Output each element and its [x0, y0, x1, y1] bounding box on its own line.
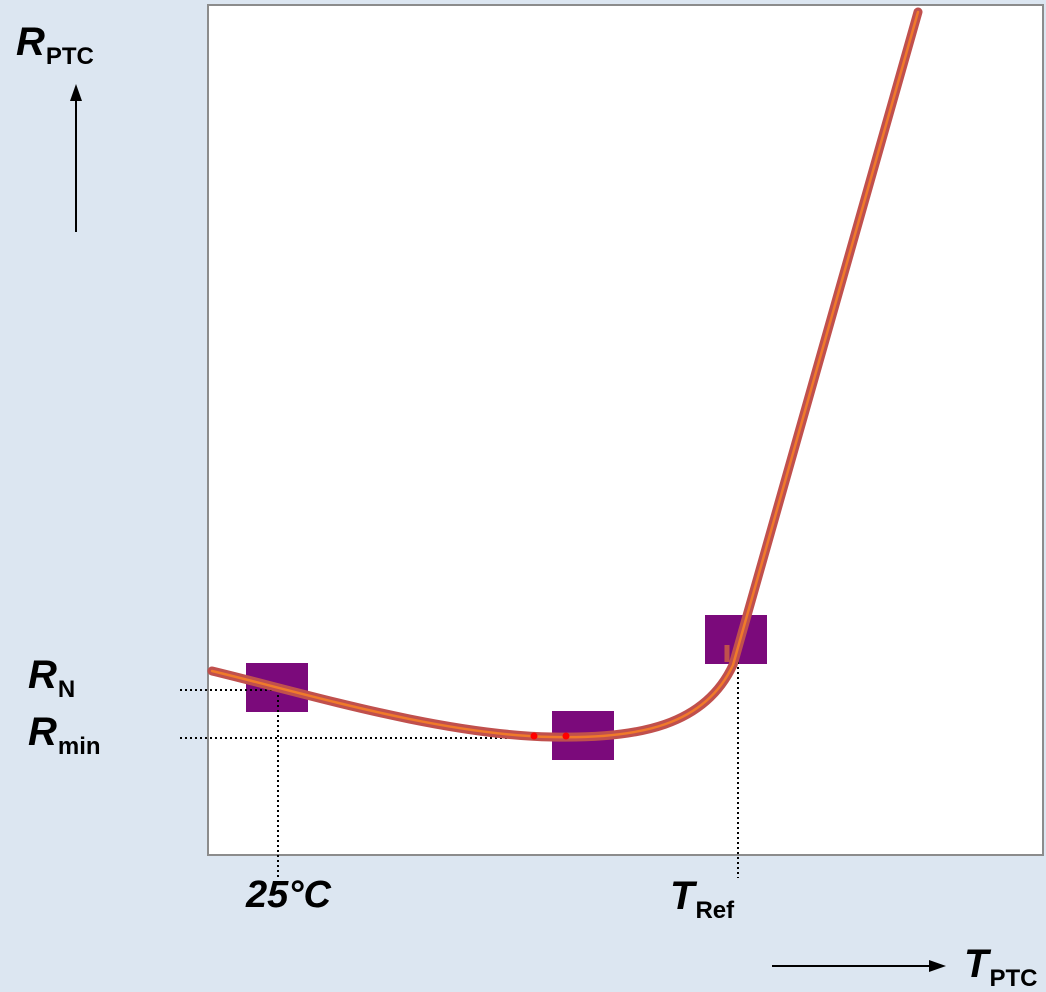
r-nominal-label-main: R: [28, 653, 57, 697]
r-min-label-main: R: [28, 710, 57, 754]
x-axis-label-main: T: [964, 942, 989, 986]
y-axis-label: RPTC: [16, 22, 94, 69]
dot-min-1: [530, 732, 538, 740]
r-min-label: Rmin: [28, 712, 101, 759]
ptc-curve: [210, 10, 920, 739]
r-min-label-sub: min: [57, 733, 101, 760]
r-nominal-label: RN: [28, 655, 75, 702]
t-ref-label-main: T: [670, 874, 695, 918]
t-25c-label: 25°C: [246, 874, 331, 916]
dot-min-2: [562, 732, 570, 740]
r-nominal-label-sub: N: [57, 676, 76, 703]
y-axis-label-sub: PTC: [45, 43, 94, 70]
plot-area: [207, 4, 1044, 856]
y-axis-arrow-icon: [70, 84, 82, 101]
t-ref-label: TRef: [670, 876, 734, 923]
x-axis-arrow-icon: [929, 960, 946, 972]
t-ref-label-sub: Ref: [695, 897, 735, 924]
y-axis-label-main: R: [16, 20, 45, 64]
x-axis-label-sub: PTC: [989, 965, 1038, 992]
x-axis-label: TPTC: [964, 944, 1037, 991]
